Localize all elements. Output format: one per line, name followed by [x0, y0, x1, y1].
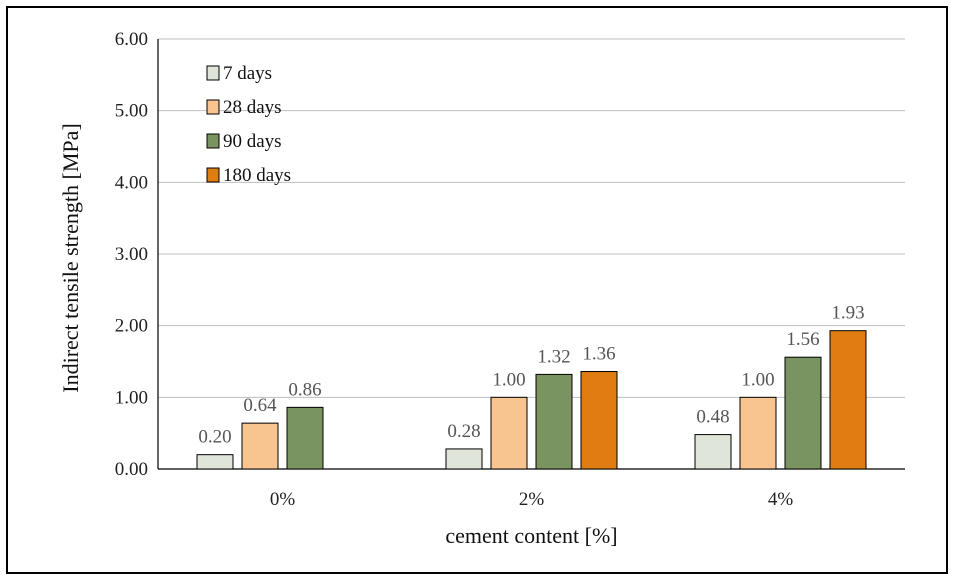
- data-label: 0.28: [447, 421, 480, 442]
- y-axis-title: Indirect tensile strength [MPa]: [58, 123, 83, 392]
- legend-label: 7 days: [223, 63, 272, 84]
- bar-90-days-0pct: [286, 406, 324, 470]
- chart-frame: [6, 6, 948, 574]
- data-label: 0.64: [243, 395, 277, 416]
- legend-label: 90 days: [223, 131, 282, 152]
- legend-label: 180 days: [223, 165, 291, 186]
- bar-180-days-2pct: [580, 371, 618, 470]
- data-label: 1.00: [741, 369, 774, 390]
- y-tick-label: 4.00: [115, 172, 148, 193]
- y-tick-label: 1.00: [115, 387, 148, 408]
- data-labels: 0.20 0.64 0.86 0.28 1.00 1.32 1.36 0.48 1.00 1.56…: [198, 303, 864, 448]
- x-tick-label: 2%: [519, 489, 545, 510]
- y-tick-label: 6.00: [115, 29, 148, 50]
- bar-90-days-4pct: [784, 356, 822, 470]
- y-tick-labels: 0.00 1.00 2.00 3.00 4.00 5.00 6.00: [115, 29, 148, 480]
- legend-swatch: [206, 99, 220, 115]
- data-label: 1.56: [786, 329, 819, 350]
- y-tick-label: 0.00: [115, 459, 148, 480]
- y-tick-label: 2.00: [115, 316, 148, 337]
- bars: [196, 330, 867, 470]
- data-label: 1.93: [831, 303, 864, 324]
- bar-7-days-2pct: [445, 448, 483, 470]
- bar-28-days-2pct: [490, 396, 528, 470]
- bar-28-days-4pct: [739, 396, 777, 470]
- data-label: 0.86: [288, 379, 321, 400]
- x-tick-label: 4%: [768, 489, 794, 510]
- legend-label: 28 days: [223, 97, 282, 118]
- data-label: 0.48: [696, 407, 729, 428]
- legend-swatch: [206, 167, 220, 183]
- legend-swatch: [206, 133, 220, 149]
- bar-7-days-4pct: [694, 434, 732, 470]
- legend-swatch: [206, 65, 220, 81]
- data-label: 0.20: [198, 427, 231, 448]
- bar-180-days-4pct: [829, 330, 867, 470]
- bar-7-days-0pct: [196, 454, 234, 470]
- y-tick-label: 5.00: [115, 101, 148, 122]
- x-tick-label: 0%: [270, 489, 296, 510]
- data-label: 1.00: [492, 369, 525, 390]
- data-label: 1.32: [537, 346, 570, 367]
- x-tick-labels: 0% 2% 4%: [270, 489, 794, 510]
- legend: 7 days 28 days 90 days 180 days: [206, 63, 291, 186]
- bar-90-days-2pct: [535, 373, 573, 470]
- x-axis-title: cement content [%]: [445, 523, 617, 548]
- gridlines: [157, 38, 905, 470]
- y-tick-label: 3.00: [115, 244, 148, 265]
- data-label: 1.36: [582, 344, 615, 365]
- bar-28-days-0pct: [241, 422, 279, 470]
